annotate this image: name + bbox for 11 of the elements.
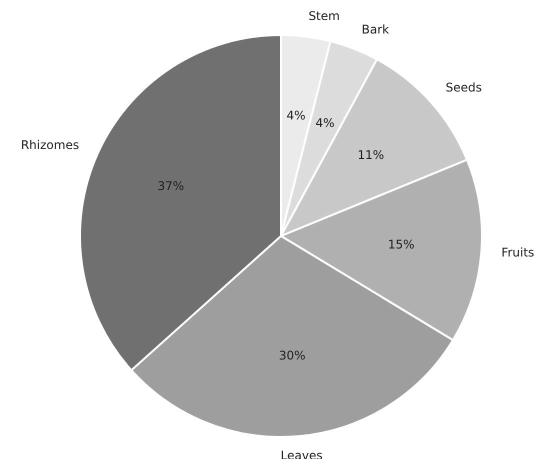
slice-label: Stem [308, 8, 340, 23]
data-label: 15% [388, 238, 415, 252]
slice-label: Bark [362, 22, 390, 36]
data-label: 11% [357, 148, 384, 162]
slice-label: Rhizomes [20, 138, 80, 152]
data-label: 30% [278, 348, 306, 362]
slice-label: Fruits [501, 245, 534, 260]
slice-label: Seeds [446, 80, 482, 95]
data-label: 4% [286, 108, 306, 123]
data-label: 37% [158, 179, 184, 194]
data-label: 4% [315, 116, 334, 130]
